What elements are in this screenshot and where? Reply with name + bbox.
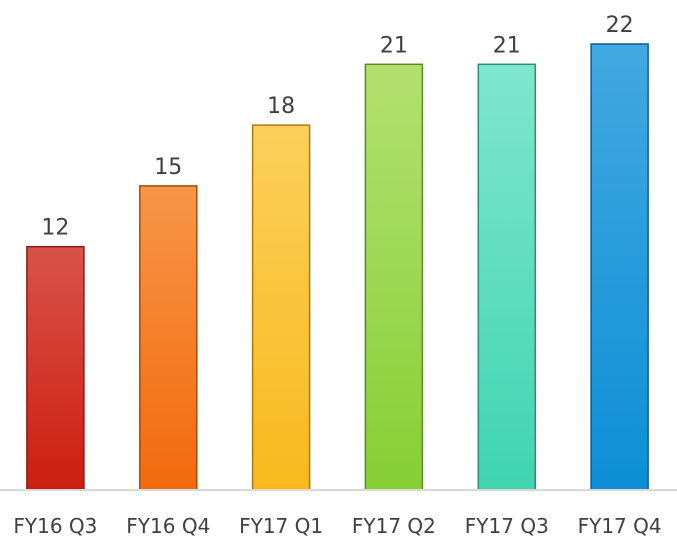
x-tick-label: FY16 Q3 <box>13 514 97 538</box>
data-label: 18 <box>267 94 295 119</box>
bar-fy17-q2 <box>364 63 424 491</box>
x-tick-label: FY16 Q4 <box>126 514 210 538</box>
tick-labels-layer: FY16 Q3 FY16 Q4 FY17 Q1 FY17 Q2 FY17 Q3 FY17 … <box>13 514 661 538</box>
data-label: 12 <box>41 216 69 241</box>
x-tick-label: FY17 Q2 <box>352 514 436 538</box>
data-label: 22 <box>606 13 634 38</box>
bar-fy17-q3 <box>477 63 537 491</box>
data-label: 15 <box>154 155 182 180</box>
data-label: 21 <box>493 33 521 58</box>
value-labels-layer: 12 15 18 21 21 22 <box>41 13 633 241</box>
x-tick-label: FY17 Q1 <box>239 514 323 538</box>
bar-fy17-q1 <box>251 124 311 491</box>
bar-fy17-q4 <box>590 43 649 491</box>
x-tick-label: FY17 Q3 <box>465 514 549 538</box>
x-tick-label: FY17 Q4 <box>578 514 662 538</box>
bars-layer <box>26 43 649 491</box>
data-label: 21 <box>380 33 408 58</box>
bar-fy16-q3 <box>26 245 85 491</box>
bar-fy16-q4 <box>139 185 198 491</box>
